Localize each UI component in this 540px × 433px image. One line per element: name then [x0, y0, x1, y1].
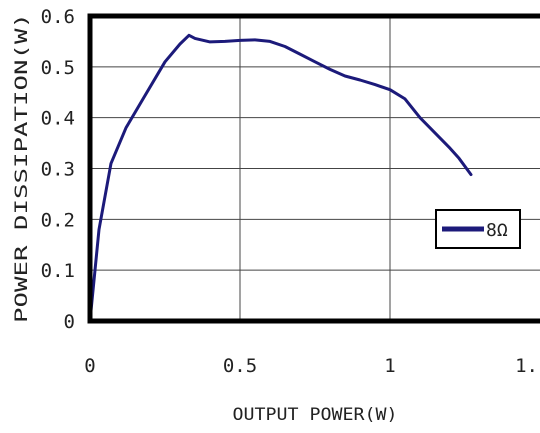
series-line-8ohm: [88, 33, 473, 323]
x-tick-label: 0.5: [223, 355, 257, 377]
y-tick-labels: 0 0.1 0.2 0.3 0.4 0.5 0.6: [41, 6, 75, 333]
x-tick-labels: 0 0.5 1 1.: [84, 355, 538, 377]
y-tick-label: 0: [64, 311, 75, 333]
x-axis-label: OUTPUT POWER(W): [233, 405, 398, 425]
y-tick-label: 0.2: [41, 209, 75, 231]
y-tick-label: 0.5: [41, 57, 75, 79]
x-tick-label: 1: [384, 355, 395, 377]
x-tick-label: 0: [84, 355, 95, 377]
y-tick-label: 0.4: [41, 108, 75, 130]
series-layer: [88, 33, 473, 323]
grid-lines: [90, 16, 540, 321]
y-axis-label: POWER DISSIPATION(W): [12, 13, 32, 323]
legend-series-label: 8Ω: [486, 220, 508, 241]
plot-frame: [87, 13, 540, 324]
y-tick-label: 0.3: [41, 159, 75, 181]
legend: 8Ω: [435, 209, 521, 249]
y-tick-label: 0.6: [41, 6, 75, 28]
x-tick-label: 1.: [515, 355, 538, 377]
y-tick-label: 0.1: [41, 260, 75, 282]
